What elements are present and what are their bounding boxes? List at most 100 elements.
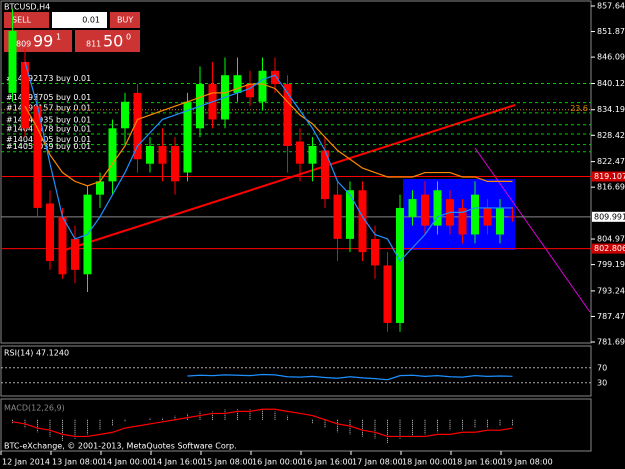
candle-body (308, 145, 317, 164)
x-tick-label: 13 Jan 08:00 (52, 458, 103, 467)
y-tick-label: 787.470 (597, 312, 625, 321)
candle-body (358, 190, 367, 253)
level-box (592, 171, 625, 182)
candle-body (58, 216, 67, 275)
y-tick-label: 799.195 (597, 260, 625, 269)
x-tick-label: 16 Jan 00:00 (252, 458, 303, 467)
rsi-frame (0, 345, 592, 397)
candle-body (96, 181, 104, 195)
candle-body (246, 84, 254, 98)
lot-value[interactable]: 0.01 (82, 16, 100, 25)
macd-frame (0, 398, 592, 452)
candle-body (408, 199, 417, 217)
order-label: #14049978 buy 0.01 (6, 125, 91, 134)
y-tick-label: 828.420 (597, 131, 625, 140)
indicator-line (12, 408, 513, 438)
bid-big: 809 (16, 40, 31, 49)
y-tick-label: 851.870 (597, 27, 625, 36)
rsi-tick-label: 70 (597, 363, 607, 372)
trend-line-magenta (474, 147, 591, 313)
candle-body (121, 101, 129, 129)
candle-body (421, 194, 429, 226)
candle-body (8, 30, 17, 93)
x-tick-label: 18 Jan 00:00 (402, 458, 453, 467)
buy-label[interactable]: BUY (117, 16, 133, 25)
ask-big: 811 (86, 40, 101, 49)
symbol-title: BTCUSD,H4 (4, 3, 50, 12)
y-tick-label: 822.470 (597, 157, 625, 166)
trade-panel: SELL 0.01 BUY 809 99 1 811 50 0 (4, 12, 140, 52)
candle-body (496, 207, 504, 235)
candle-body (346, 190, 354, 239)
rsi-tick-label: 30 (597, 378, 607, 387)
buy-button[interactable] (110, 12, 140, 28)
x-tick-label: 12 Jan 2014 (2, 458, 50, 467)
y-tick-label: 781.695 (597, 338, 625, 347)
candle-body (483, 207, 492, 226)
order-label: #14099157 buy 0.01 (6, 103, 91, 112)
candle-body (296, 141, 304, 164)
trend-line (64, 104, 516, 251)
order-label: #14050039 buy 0.01 (6, 142, 91, 151)
copyright: BTC-eXchange, © 2001-2013, MetaQuotes So… (4, 442, 237, 451)
bid-label: 809.991 (594, 212, 625, 221)
candle-body (171, 145, 179, 182)
candle-body (321, 150, 329, 200)
fibo-label: 23.6 (570, 104, 588, 113)
macd-title: MACD(12,26,9) (4, 404, 65, 413)
candle-body (233, 75, 242, 93)
candle-body (471, 194, 479, 235)
bid-box (592, 211, 625, 222)
bid-pips: 99 (33, 32, 53, 51)
bid-fraction: 1 (56, 33, 61, 42)
y-tick-label: 834.195 (597, 105, 625, 114)
main-frame (0, 0, 592, 344)
y-tick-label: 840.120 (597, 79, 625, 88)
candle-body (158, 145, 167, 164)
x-tick-label: 18 Jan 16:00 (452, 458, 503, 467)
level-label: 802.806 (594, 244, 625, 253)
x-tick-label: 19 Jan 08:00 (502, 458, 553, 467)
candle-body (183, 101, 192, 173)
x-tick-label: 15 Jan 08:00 (202, 458, 253, 467)
ask-fraction: 0 (126, 33, 131, 42)
indicator-line (24, 83, 513, 187)
candle-body (333, 194, 342, 239)
order-label: #14093705 buy 0.01 (6, 93, 91, 102)
order-label: #14049905 buy 0.01 (6, 135, 91, 144)
candle-body (271, 70, 279, 85)
candle-body (133, 92, 142, 160)
order-label: #14092173 buy 0.01 (6, 74, 91, 83)
candle-body (283, 84, 292, 146)
candle-body (108, 128, 117, 182)
x-tick-label: 14 Jan 00:00 (102, 458, 153, 467)
sell-button[interactable] (4, 12, 49, 28)
buy-price-box[interactable] (75, 30, 140, 52)
candle-body (46, 203, 54, 262)
y-tick-label: 857.645 (597, 2, 625, 11)
lot-input[interactable] (52, 12, 107, 28)
candle-body (21, 61, 29, 129)
indicator-line (187, 373, 513, 381)
candle-body (71, 238, 79, 270)
level-label: 819.107 (594, 172, 625, 181)
ask-pips: 50 (103, 32, 123, 51)
sell-label[interactable]: SELL (12, 16, 32, 25)
candle-body (458, 207, 467, 235)
rsi-title: RSI(14) 47.1240 (4, 349, 69, 358)
x-tick-label: 16 Jan 16:00 (302, 458, 353, 467)
x-tick-label: 14 Jan 16:00 (152, 458, 203, 467)
y-tick-label: 816.695 (597, 183, 625, 192)
y-tick-label: 846.095 (597, 53, 625, 62)
y-tick-label: 793.245 (597, 286, 625, 295)
y-tick-label: 804.970 (597, 235, 625, 244)
order-label: #14049935 buy 0.01 (6, 115, 91, 124)
candle-body (146, 145, 154, 164)
candle-body (258, 70, 267, 102)
sell-price-box[interactable] (4, 30, 72, 52)
candle-body (33, 106, 42, 208)
x-tick-label: 17 Jan 08:00 (352, 458, 403, 467)
